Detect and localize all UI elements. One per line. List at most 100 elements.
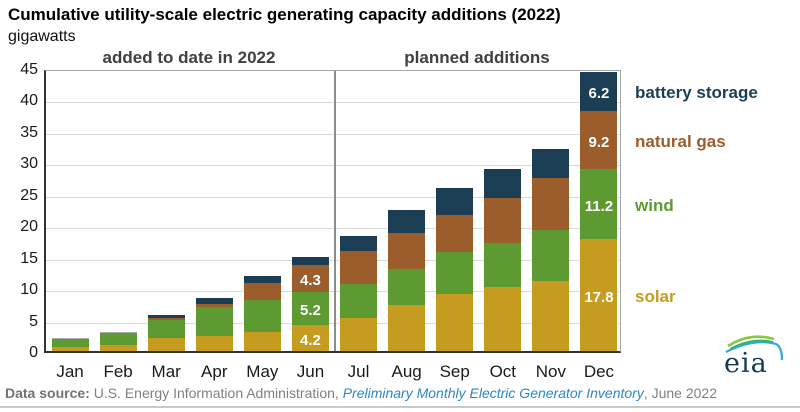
bar-value-label: 11.2 [584,197,614,215]
bar-segment-solar [532,280,570,351]
data-source-prefix: Data source: [5,385,90,401]
bar-segment-natural-gas [484,197,522,243]
chart-title: Cumulative utility-scale electric genera… [8,5,561,24]
bar-segment-battery-storage [532,148,570,179]
x-axis-label: Oct [489,362,517,381]
report-link[interactable]: Preliminary Monthly Electric Generator I… [342,385,644,401]
bar-segment-battery-storage [388,210,426,233]
y-axis-tick: 45 [20,61,38,78]
bar-segment-battery-storage [147,315,185,319]
x-axis-label: Feb [103,362,133,381]
bar-segment-solar [51,346,89,351]
gridline [46,291,620,293]
bar-value-label: 9.2 [588,133,610,151]
data-source-note: Data source: U.S. Energy Information Adm… [5,385,717,401]
x-axis-label: Dec [583,362,615,381]
bar-segment-battery-storage [436,187,474,215]
y-axis-tick: 5 [29,312,38,330]
x-axis-label: Jun [296,362,325,381]
legend-solar: solar [635,287,676,307]
bar-segment-wind [147,320,185,339]
x-axis-label: Aug [391,362,422,381]
x-axis-label: Nov [535,362,566,381]
bar-segment-solar [147,338,185,351]
legend-battery-storage: battery storage [635,83,758,103]
section-label-planned-additions: planned additions [404,48,550,67]
footer-divider-line [0,406,800,408]
gridline [46,322,620,324]
section-label-added-to-date: added to date in 2022 [102,48,276,67]
bar-segment-natural-gas [291,264,329,292]
bar-segment-solar [291,324,329,351]
gridline [46,228,620,230]
bar-segment-solar [436,293,474,351]
gridline [46,133,620,135]
gridline [46,196,620,198]
bar-value-label: 6.2 [588,85,610,103]
bar-segment-battery-storage [195,298,233,305]
bar-value-label: 17.8 [584,289,614,307]
bar-segment-natural-gas [532,178,570,231]
bar-segment-solar [99,344,137,351]
bar-segment-wind [580,168,618,240]
bar-segment-wind [51,338,89,347]
bar-segment-solar [340,317,378,351]
bar-segment-wind [99,332,137,345]
data-source-agency: U.S. Energy Information Administration, [89,385,343,401]
x-axis-label: Apr [201,362,228,381]
bar-segment-battery-storage [340,235,378,252]
eia-logo-swoosh-icon [725,335,784,361]
bar-segment-natural-gas [243,283,281,301]
bar-segment-wind [291,291,329,325]
y-axis-tick: 30 [20,155,38,173]
eia-logo-text: eia [724,348,768,379]
bar-value-label: 5.2 [300,302,321,320]
bar-segment-wind [243,300,281,332]
gridline [46,259,620,261]
x-axis-label: Mar [151,362,181,381]
y-axis-tick: 40 [20,92,38,110]
x-axis-label: Sep [439,362,470,381]
bar-segment-battery-storage [243,276,281,284]
y-axis-tick: 0 [29,344,38,361]
x-axis-label: Jul [347,362,370,381]
bar-segment-wind [484,242,522,287]
y-axis-tick: 15 [20,249,38,267]
bar-segment-other [51,337,89,339]
bar-segment-battery-storage [580,71,618,111]
bar-segment-wind [436,252,474,294]
bar-segment-natural-gas [388,232,426,269]
bar-segment-solar [580,239,618,351]
x-axis-label: Jan [56,362,84,381]
bar-segment-other [99,331,137,333]
gridline [46,165,620,167]
y-axis-tick: 10 [20,281,38,299]
bar-segment-solar [388,305,426,351]
chart-units-label: gigawatts [8,28,76,45]
bar-segment-solar [243,331,281,351]
legend-natural-gas: natural gas [635,131,726,151]
y-axis-tick: 25 [20,186,38,204]
gridline [46,102,620,104]
bar-segment-battery-storage [484,169,522,198]
plot-area: Jan Feb Mar Apr May Jun Jul Aug Sep Oct Nov Dec 4.2 5… [44,70,621,381]
eia-logo: eia [702,330,798,382]
y-axis-tick: 35 [20,123,38,141]
bar-segment-natural-gas [436,214,474,253]
bar-value-label: 4.3 [300,272,321,290]
section-divider-line [333,71,336,351]
bar-segment-solar [195,335,233,351]
bar-segment-wind [340,283,378,318]
data-source-date: , June 2022 [643,385,717,401]
legend-wind: wind [635,195,674,215]
y-axis-tick: 20 [20,218,38,236]
bar-segment-battery-storage [291,256,329,265]
x-axis-label: May [246,362,279,381]
bar-segment-wind [532,230,570,281]
bar-segment-natural-gas [580,110,618,169]
bar-segment-wind [195,307,233,336]
bar-segment-natural-gas [147,318,185,321]
bar-segment-natural-gas [195,304,233,307]
bar-value-label: 4.2 [300,331,321,349]
